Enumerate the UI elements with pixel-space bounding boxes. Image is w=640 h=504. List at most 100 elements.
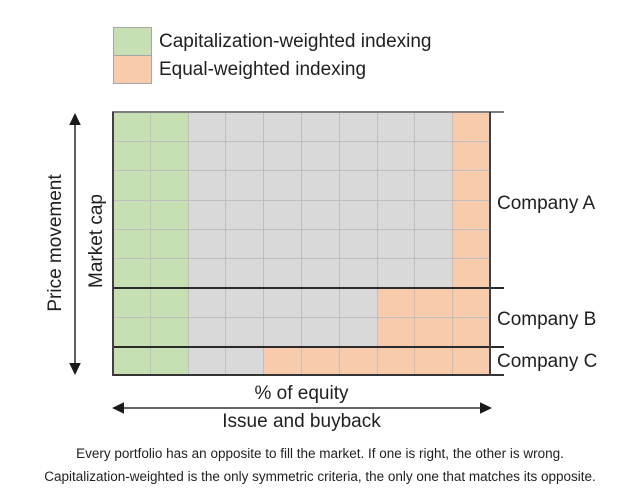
grid-cell [339,113,377,142]
grid-cell [150,259,188,288]
legend-label-cap-weighted: Capitalization-weighted indexing [159,31,432,52]
grid-cell [226,113,264,142]
label-company-b: Company B [497,309,597,330]
axis-label-percent-of-equity: % of equity [254,383,349,404]
grid-cell [301,229,339,259]
grid-cell [226,259,264,288]
grid-cell [264,142,301,171]
grid-cell [188,288,226,317]
grid-cell [415,229,453,259]
grid-cell [113,346,150,375]
legend-swatch-equal-weighted [113,55,152,84]
grid-cell [339,229,377,259]
grid-cell [113,113,150,142]
grid-cell [453,229,490,259]
grid-cell [226,200,264,229]
grid-cell [264,346,301,375]
grid-cell [150,200,188,229]
grid-cell [150,317,188,346]
grid-cell [150,113,188,142]
grid-cell [453,259,490,288]
grid-cell [377,229,415,259]
legend-swatch-cap-weighted [113,27,152,56]
grid-cell [188,317,226,346]
grid-cell [226,171,264,200]
grid-cell [113,259,150,288]
grid-left-border [112,112,114,376]
double-arrow-vertical-icon [67,113,83,380]
grid-cell [415,200,453,229]
grid-cell [188,346,226,375]
grid-cell [150,171,188,200]
grid-cell [453,346,490,375]
grid-cell [188,259,226,288]
grid-cell [264,113,301,142]
grid-cell [226,142,264,171]
grid-cell [264,229,301,259]
grid-cell [415,317,453,346]
axis-label-market-cap: Market cap [86,194,107,288]
grid-cell [150,346,188,375]
grid-cell [339,288,377,317]
axis-label-price-movement: Price movement [45,174,66,312]
grid-cell [113,171,150,200]
grid-right-border [489,112,491,376]
grid-cell [377,317,415,346]
grid-top-border [112,111,504,113]
double-arrow-horizontal-icon [112,400,492,421]
grid-cell [339,142,377,171]
grid-cell [226,317,264,346]
grid-cell [113,200,150,229]
caption-line-2: Capitalization-weighted is the only symm… [44,469,596,484]
label-company-c: Company C [497,351,598,372]
grid-cell [301,113,339,142]
grid-cell [150,288,188,317]
grid-cell [453,171,490,200]
grid-cell [113,288,150,317]
grid-cell [150,142,188,171]
section-divider-b-c [112,346,504,348]
grid-cell [415,259,453,288]
grid-cell [301,200,339,229]
grid-cell [453,200,490,229]
grid-cell [453,142,490,171]
grid-cell [226,229,264,259]
grid-bottom-border [112,374,504,376]
grid-cell [377,113,415,142]
grid-cell [301,317,339,346]
grid-cell [301,346,339,375]
grid-cell [377,200,415,229]
axis-label-issue-and-buyback: Issue and buyback [222,411,381,432]
caption-line-1: Every portfolio has an opposite to fill … [76,446,564,461]
grid-cell [415,288,453,317]
grid-cell [188,171,226,200]
grid-cell [188,113,226,142]
grid-cell [415,171,453,200]
grid-cell [377,171,415,200]
grid-cell [264,171,301,200]
grid-cell [453,113,490,142]
grid-cell [113,317,150,346]
grid-cell [301,142,339,171]
grid-cell [150,229,188,259]
grid-cell [188,229,226,259]
grid-cell [188,200,226,229]
grid-cell [301,288,339,317]
grid-cell [264,288,301,317]
grid-cell [226,288,264,317]
grid-cell [339,317,377,346]
grid-cell [377,346,415,375]
grid-cell [113,142,150,171]
grid-cell [377,288,415,317]
grid-cell [264,200,301,229]
grid-cell [113,229,150,259]
grid-cell [415,113,453,142]
grid-cell [339,200,377,229]
grid-cell [301,259,339,288]
company-grid [113,113,490,375]
grid-cell [226,346,264,375]
grid-cell [264,317,301,346]
grid-cell [415,142,453,171]
grid-cell [339,259,377,288]
